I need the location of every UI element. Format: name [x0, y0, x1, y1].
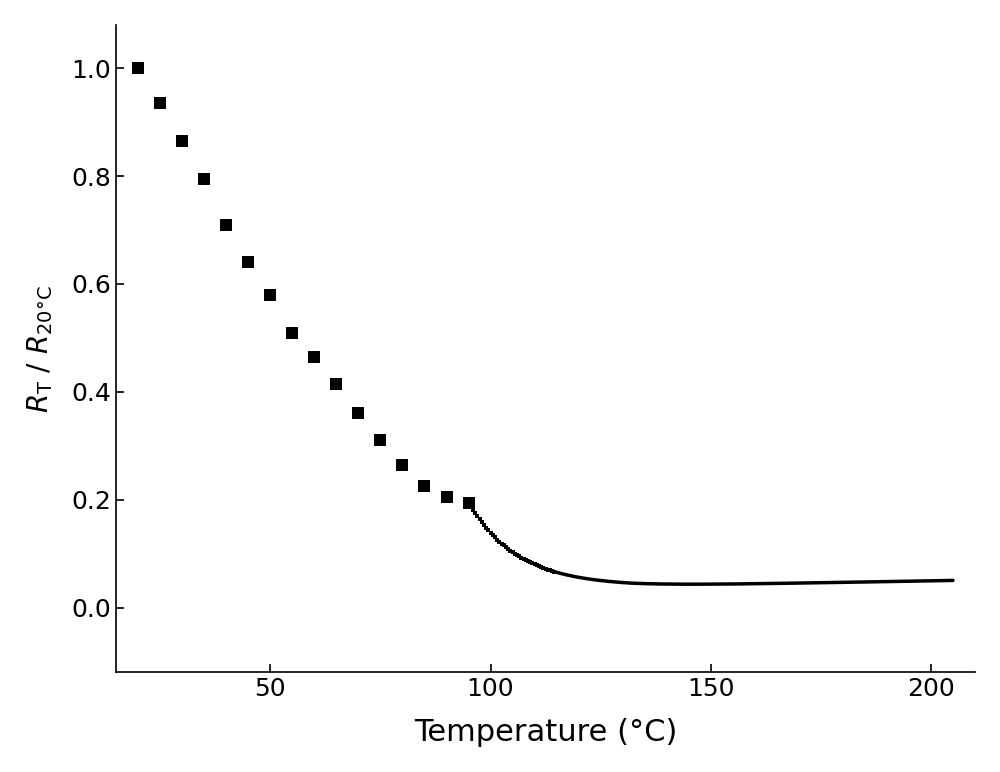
Y-axis label: $\it{R}_\mathrm{T}\ /\ \it{R}_{20\mathregular{°C}}$: $\it{R}_\mathrm{T}\ /\ \it{R}_{20\mathre… [25, 285, 55, 412]
X-axis label: Temperature (°C): Temperature (°C) [414, 718, 677, 747]
